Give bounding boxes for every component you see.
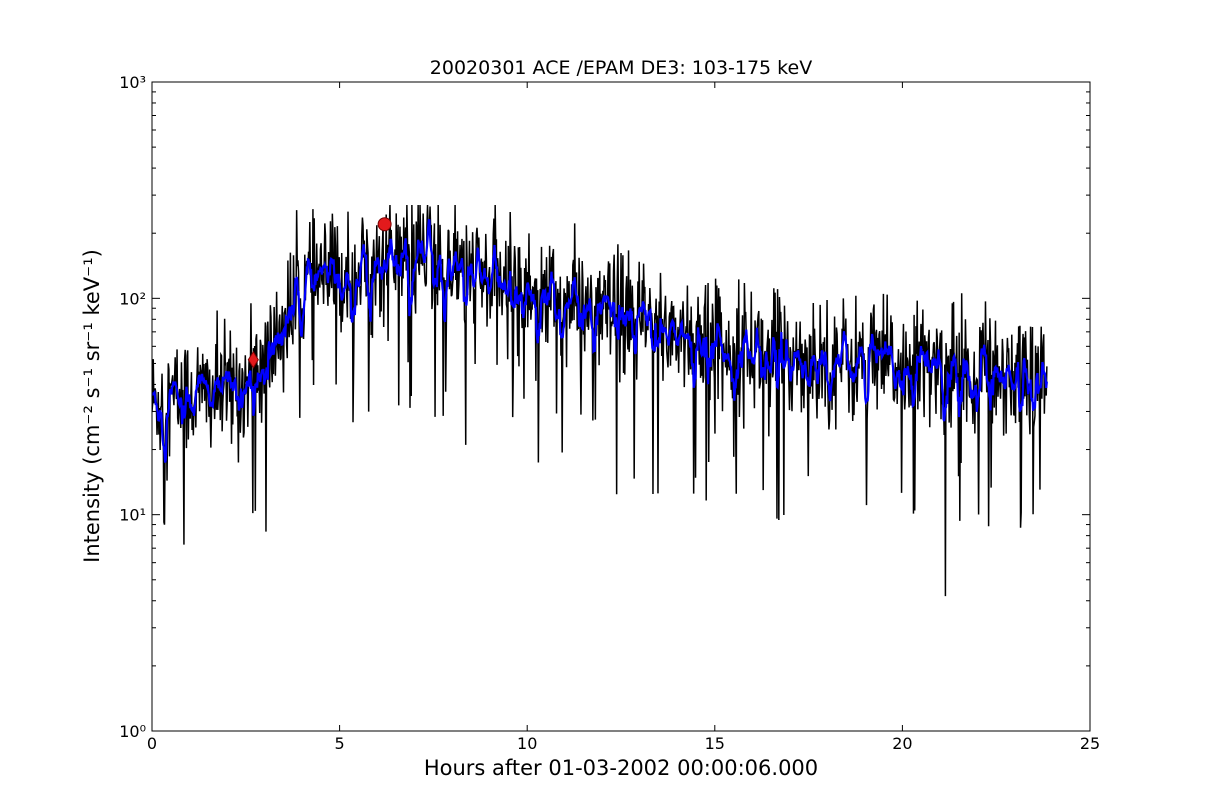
chart-title: 20020301 ACE /EPAM DE3: 103-175 keV bbox=[430, 57, 812, 79]
x-tick-label: 5 bbox=[335, 734, 345, 753]
peak-marker bbox=[377, 217, 392, 232]
y-tick-label: 10¹ bbox=[119, 506, 146, 525]
series-blue-line bbox=[152, 218, 1048, 463]
y-tick-label: 10² bbox=[119, 289, 146, 308]
x-tick-label: 0 bbox=[147, 734, 157, 753]
plot-frame bbox=[151, 81, 1091, 732]
x-tick-label: 15 bbox=[705, 734, 725, 753]
x-axis-label: Hours after 01-03-2002 00:00:06.000 bbox=[424, 756, 818, 780]
x-tick-label: 10 bbox=[517, 734, 537, 753]
onset-marker bbox=[247, 350, 259, 369]
axis-ticks: 0 5 10 15 20 25 10⁰ 10¹ 10² 10³ bbox=[119, 73, 1100, 753]
x-tick-label: 25 bbox=[1080, 734, 1100, 753]
y-tick-label: 10³ bbox=[119, 73, 146, 92]
y-tick-label: 10⁰ bbox=[119, 722, 146, 741]
x-tick-label: 20 bbox=[892, 734, 912, 753]
y-axis-label: Intensity (cm⁻² s⁻¹ sr⁻¹ keV⁻¹) bbox=[80, 249, 104, 563]
plot-area bbox=[152, 204, 1048, 597]
